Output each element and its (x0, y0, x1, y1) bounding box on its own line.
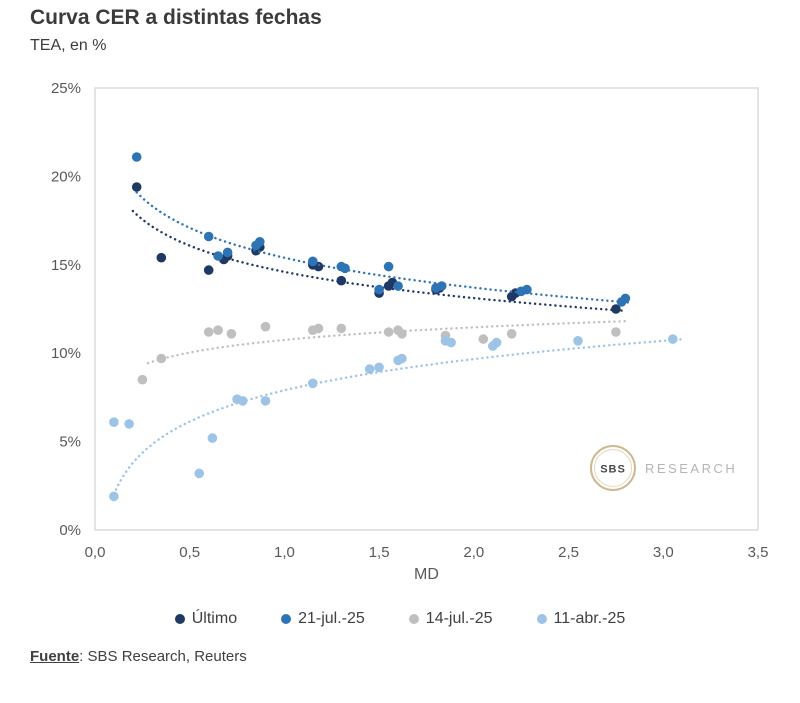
x-axis-label: MD (414, 566, 439, 583)
data-point (611, 327, 621, 337)
chart-title: Curva CER a distintas fechas (30, 6, 322, 29)
legend-dot-icon (174, 614, 185, 624)
plot-border (94, 87, 759, 531)
data-point (336, 275, 347, 286)
legend-label: 21-jul.-25 (298, 610, 365, 627)
trend-line-jul21 (135, 191, 631, 304)
legend-label: 11-abr.-25 (553, 610, 626, 627)
sbs-research-logo: SBS RESEARCH (590, 445, 737, 491)
data-point (137, 374, 148, 385)
data-point (611, 304, 621, 314)
y-tick-label: 0% (59, 522, 81, 539)
points-jul14 (137, 321, 621, 385)
data-point (109, 417, 119, 428)
x-tick-label: 1,0 (274, 544, 295, 561)
data-point (383, 261, 394, 272)
y-tick-label: 25% (51, 80, 81, 97)
data-point (340, 263, 350, 274)
y-tick-label: 15% (51, 257, 81, 274)
data-point (226, 329, 237, 339)
y-tick-label: 20% (51, 168, 81, 185)
points-jul21 (131, 152, 631, 307)
legend-item-jul21: 21-jul.-25 (281, 610, 365, 628)
data-point (491, 337, 502, 348)
data-point (222, 247, 233, 258)
cer-curve-chart: 0% 5% 10% 15% 20% 25% 0,0 0,5 1,0 1,5 2,0 2,5 3,0 3,5… (51, 80, 769, 583)
x-tick-label: 1,5 (369, 544, 390, 561)
data-point (131, 182, 142, 192)
legend-label: Último (191, 610, 238, 627)
data-point (207, 433, 218, 443)
legend-label: 14-jul.-25 (425, 610, 493, 627)
data-point (203, 327, 214, 337)
data-point (213, 251, 223, 261)
x-tick-label: 3,5 (748, 544, 769, 561)
x-tick-label: 3,0 (653, 544, 674, 561)
data-point (374, 284, 384, 295)
logo-inner-ring-icon (594, 449, 632, 487)
data-point (436, 281, 447, 291)
data-point (573, 336, 583, 346)
data-point (213, 325, 223, 336)
data-point (336, 323, 347, 334)
source-text: : SBS Research, Reuters (79, 648, 247, 665)
logo-ring-icon (590, 445, 636, 491)
source-note: Fuente: SBS Research, Reuters (30, 648, 247, 665)
source-label: Fuente (30, 648, 80, 665)
data-point (668, 334, 678, 344)
data-point (156, 353, 167, 364)
legend-dot-icon (536, 614, 547, 624)
data-point (374, 362, 384, 373)
data-point (131, 152, 142, 162)
data-point (124, 419, 134, 429)
trend-line-jul14 (146, 320, 627, 365)
legend-item-jul14: 14-jul.-25 (408, 610, 493, 628)
data-point (254, 237, 265, 247)
data-point (156, 252, 167, 263)
legend-item-ultimo: Último (174, 610, 238, 628)
legend-dot-icon (408, 614, 419, 624)
legend: Último 21-jul.-25 14-jul.-25 11-abr.-25 (0, 610, 800, 628)
x-tick-label: 0,0 (85, 544, 106, 561)
data-point (194, 468, 204, 479)
data-point (383, 327, 394, 337)
data-point (203, 231, 214, 242)
data-point (238, 396, 248, 406)
data-point (260, 396, 271, 406)
data-point (446, 337, 456, 348)
data-point (260, 321, 271, 332)
trend-line-abr11 (112, 338, 684, 496)
data-point (308, 378, 318, 389)
data-point (203, 265, 214, 275)
legend-item-abr11: 11-abr.-25 (536, 610, 626, 628)
logo-wordmark: RESEARCH (645, 461, 737, 476)
data-point (478, 334, 489, 344)
data-point (364, 364, 375, 374)
y-tick-label: 5% (59, 434, 81, 451)
y-tick-label: 10% (51, 345, 81, 362)
chart-subtitle: TEA, en % (30, 37, 107, 54)
x-tick-label: 2,0 (463, 544, 484, 561)
x-tick-label: 2,5 (558, 544, 579, 561)
x-tick-label: 0,5 (179, 544, 200, 561)
data-point (109, 491, 119, 502)
data-point (313, 323, 324, 334)
data-point (393, 281, 403, 291)
data-point (506, 329, 517, 339)
data-point (397, 329, 407, 339)
points-ultimo (131, 182, 621, 314)
legend-dot-icon (281, 614, 292, 624)
points-abr11 (109, 334, 678, 502)
data-point (620, 293, 631, 304)
logo-badge-text: SBS (600, 464, 626, 476)
data-point (308, 256, 318, 267)
data-point (522, 284, 532, 295)
data-point (397, 353, 407, 364)
